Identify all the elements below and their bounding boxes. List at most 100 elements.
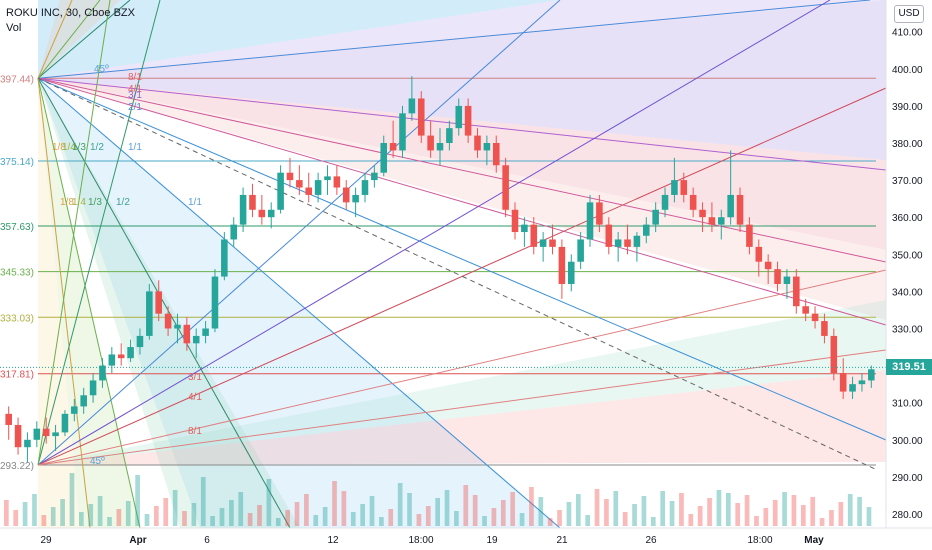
y-tick-label: 350.00 <box>892 250 923 261</box>
candle-body <box>708 217 716 225</box>
x-tick-label: 26 <box>645 535 657 546</box>
gann-ratio-label: 1/4 <box>62 142 76 153</box>
gann-ratio-label: 2/1 <box>128 102 142 113</box>
candle-body <box>567 261 575 284</box>
y-tick-label: 410.00 <box>892 28 923 39</box>
candle-body <box>483 143 491 151</box>
chart-legend: ROKU INC, 30, Cboe BZX Vol <box>6 6 135 36</box>
gann-ratio-label: 8/1 <box>128 72 142 83</box>
gann-fill-7 <box>38 370 886 465</box>
volume-bar <box>510 492 516 526</box>
candle-body <box>127 347 134 359</box>
gann-ratio-label: 4/1 <box>128 84 142 95</box>
gann-fan-line <box>37 0 101 79</box>
gann-level-label: 397.44) <box>0 74 34 85</box>
candle-body <box>455 105 463 129</box>
candle-body <box>502 165 509 210</box>
candle-body <box>521 224 528 233</box>
volume-bar <box>707 498 712 526</box>
volume-bar <box>219 508 225 526</box>
volume-bar <box>285 510 290 526</box>
volume-bar <box>763 508 769 526</box>
candle-body <box>99 365 106 381</box>
candle-body <box>689 194 697 210</box>
volume-bar <box>669 501 675 526</box>
volume-bar <box>575 494 581 526</box>
volume-bar <box>304 494 309 526</box>
candle-body <box>436 143 444 151</box>
candle-body <box>277 172 284 210</box>
candle-body <box>71 406 78 414</box>
gann-fill-8 <box>38 0 120 79</box>
candle-body <box>333 176 341 188</box>
volume-bar <box>163 498 169 526</box>
candle-body <box>371 172 378 181</box>
gann-level-label: 293.22) <box>0 461 34 472</box>
candle-body <box>230 224 238 240</box>
candle-body <box>839 373 847 392</box>
gann-ratio-label: 4/1 <box>188 392 202 403</box>
volume-bar <box>79 512 84 526</box>
x-axis-panel <box>0 528 932 550</box>
candle-body <box>52 432 59 437</box>
gann-fan-line <box>37 0 561 466</box>
volume-bar <box>857 497 862 526</box>
candle-body <box>314 180 322 195</box>
y-tick-label: 380.00 <box>892 139 923 150</box>
volume-bar <box>632 504 637 526</box>
candle-body <box>624 239 631 247</box>
symbol-title[interactable]: ROKU INC, 30, Cboe BZX <box>6 7 135 19</box>
volume-bar <box>397 483 403 526</box>
volume-bar <box>182 511 187 526</box>
candle-body <box>464 105 472 136</box>
volume-bar <box>369 496 375 526</box>
volume-bar <box>275 518 281 526</box>
x-tick-label: May <box>804 535 824 546</box>
volume-indicator-label[interactable]: Vol <box>6 22 22 34</box>
volume-bar <box>650 517 656 526</box>
volume-bar <box>463 485 469 526</box>
gann-ratio-label: 3/1 <box>128 90 142 101</box>
volume-bar <box>838 502 844 526</box>
gann-ratio-label: 8/1 <box>188 426 202 437</box>
volume-bar <box>88 504 94 526</box>
volume-bar <box>716 490 722 526</box>
candle-body <box>202 328 209 336</box>
candle-body <box>117 354 125 359</box>
gann-ratio-label: 1/2 <box>90 142 104 153</box>
volume-bar <box>313 515 319 526</box>
candle-body <box>802 306 809 314</box>
volume-bar <box>247 513 253 526</box>
x-tick-label: 18:00 <box>408 535 433 546</box>
candle-body <box>549 239 556 247</box>
volume-bar <box>191 503 197 526</box>
candle-body <box>699 209 706 218</box>
volume-bar <box>519 513 525 526</box>
volume-bar <box>50 507 56 526</box>
gann-ratio-label: 1/8 <box>60 197 74 208</box>
volume-bar <box>350 512 356 526</box>
gann-fan-line <box>37 349 887 466</box>
candle-body <box>342 187 350 203</box>
x-tick-label: 21 <box>556 535 568 546</box>
volume-bar <box>604 499 609 526</box>
volume-bar <box>229 500 234 526</box>
gann-fan-line <box>37 0 73 79</box>
gann-ratio-label: 1/3 <box>88 197 102 208</box>
candle-body <box>286 172 294 181</box>
currency-button[interactable]: USD <box>894 5 924 23</box>
candle-body <box>774 269 781 284</box>
candle-body <box>661 194 669 210</box>
gann-fan-line <box>37 0 111 466</box>
candle-body <box>793 276 800 307</box>
volume-bar <box>416 514 422 526</box>
volume-bar <box>754 516 759 526</box>
volume-bar <box>819 518 825 526</box>
candle-body <box>558 246 566 284</box>
candle-body <box>352 194 359 203</box>
gann-ratio-label: 3/1 <box>188 372 202 383</box>
volume-bar <box>97 496 103 526</box>
gann-ratio-label: 45º <box>94 64 109 75</box>
candle-body <box>174 324 181 329</box>
